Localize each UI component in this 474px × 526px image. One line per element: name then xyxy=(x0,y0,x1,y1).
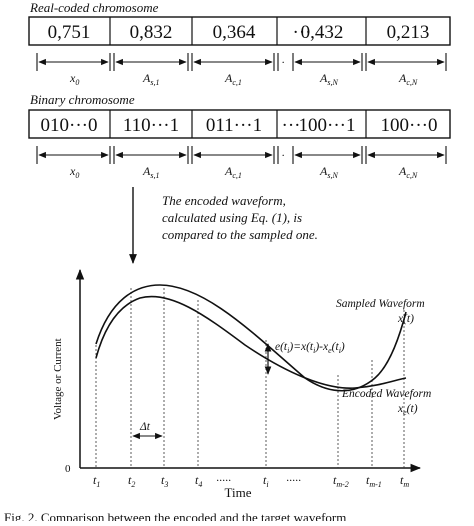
real-gene-n1: 0,432 xyxy=(301,22,344,43)
binary-segment-ellipsis: · xyxy=(282,148,285,162)
real-segment-label-asn: As,N xyxy=(319,71,338,87)
real-segment-label-x0: x0 xyxy=(69,71,79,87)
binary-segment-label-acn: Ac,N xyxy=(398,164,418,180)
sampled-waveform-label: Sampled Waveform xyxy=(336,298,425,310)
tick-tm-1: tm-1 xyxy=(366,473,382,489)
real-gene-1: 0,751 xyxy=(48,22,91,43)
note-line-2: calculated using Eq. (1), is xyxy=(162,210,302,225)
sample-gridlines xyxy=(95,288,405,468)
tick-ellipsis-1: ····· xyxy=(216,473,231,487)
real-segment-label-as1: As,1 xyxy=(142,71,159,87)
tick-t3: t3 xyxy=(161,473,168,489)
note-line-3: compared to the sampled one. xyxy=(162,227,318,242)
binary-gene-2: 110···1 xyxy=(123,115,179,136)
binary-chromosome-box xyxy=(28,109,451,139)
binary-chromosome-title: Binary chromosome xyxy=(30,92,135,107)
encoded-waveform-symbol: xe(t) xyxy=(397,403,418,417)
binary-gene-3: 011···1 xyxy=(206,115,262,136)
binary-gene-n2: 100···0 xyxy=(381,115,438,136)
binary-segment-label-ac1: Ac,1 xyxy=(224,164,242,180)
real-gene-2: 0,832 xyxy=(130,22,173,43)
tick-t2: t2 xyxy=(128,473,135,489)
real-segment-label-acn: Ac,N xyxy=(398,71,418,87)
real-gene-n2: 0,213 xyxy=(387,22,430,43)
real-segment-ellipsis: · xyxy=(282,55,285,69)
sampled-waveform-curve xyxy=(95,284,407,392)
real-chromosome-box xyxy=(28,16,451,46)
x-axis-label: Time xyxy=(225,485,252,500)
tick-tm-2: tm-2 xyxy=(333,473,349,489)
encoded-waveform-label: Encoded Waveform xyxy=(341,388,431,400)
binary-gene-1: 010···0 xyxy=(41,115,98,136)
note-line-1: The encoded waveform, xyxy=(162,193,286,208)
origin-label: 0 xyxy=(65,463,71,475)
figure-caption: Fig. 2. Comparison between the encoded a… xyxy=(4,510,346,521)
encoded-waveform-curve xyxy=(95,295,407,389)
binary-gene-ellipsis: ··· xyxy=(282,115,301,136)
binary-gene-n1: 100···1 xyxy=(299,115,356,136)
y-axis-label: Voltage or Current xyxy=(52,338,64,420)
real-segment-label-ac1: Ac,1 xyxy=(224,71,242,87)
real-segment-markers xyxy=(36,53,447,71)
binary-segment-markers xyxy=(36,146,447,164)
error-equation-label: e(ti)=x(ti)-xe(ti) xyxy=(275,341,345,355)
binary-segment-label-as1: As,1 xyxy=(142,164,159,180)
tick-ellipsis-2: ····· xyxy=(286,473,301,487)
real-gene-ellipsis: ··· xyxy=(293,22,312,43)
delta-t-label: Δt xyxy=(139,421,151,433)
tick-tm: tm xyxy=(400,473,409,489)
tick-ti: ti xyxy=(263,473,269,489)
binary-segment-label-asn: As,N xyxy=(319,164,338,180)
real-chromosome-title: Real-coded chromosome xyxy=(29,0,159,15)
real-gene-3: 0,364 xyxy=(213,22,256,43)
sampled-waveform-symbol: x(t) xyxy=(397,313,414,325)
binary-segment-label-x0: x0 xyxy=(69,164,79,180)
plot-axes xyxy=(75,268,422,473)
tick-t4: t4 xyxy=(195,473,202,489)
tick-t1: t1 xyxy=(93,473,100,489)
